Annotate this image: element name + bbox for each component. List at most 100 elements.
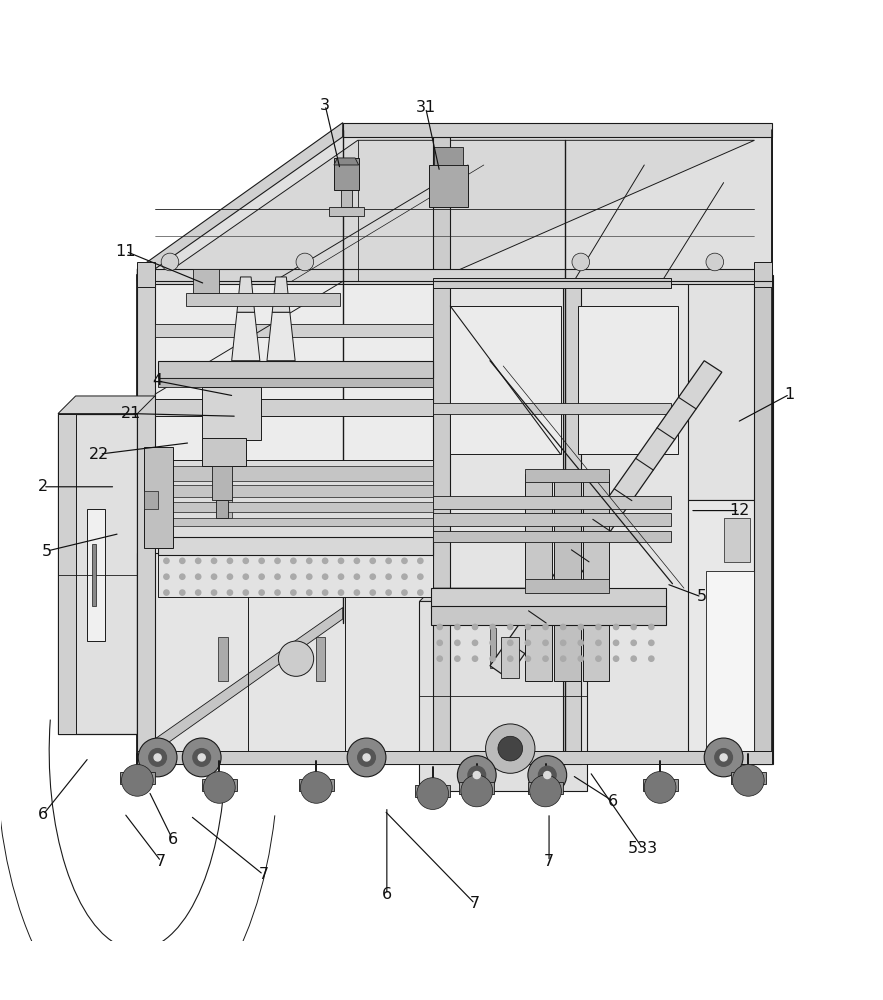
Circle shape	[498, 736, 523, 761]
Circle shape	[631, 640, 637, 645]
Circle shape	[300, 772, 332, 803]
Polygon shape	[138, 130, 343, 764]
Polygon shape	[144, 447, 172, 548]
Circle shape	[596, 640, 601, 645]
Polygon shape	[58, 414, 138, 734]
Circle shape	[306, 590, 312, 595]
Circle shape	[596, 624, 601, 630]
Circle shape	[402, 574, 407, 579]
Polygon shape	[155, 140, 754, 281]
Text: 7: 7	[259, 867, 268, 882]
Circle shape	[543, 656, 548, 661]
Polygon shape	[525, 469, 609, 482]
Text: 22: 22	[89, 447, 109, 462]
Circle shape	[543, 640, 548, 645]
Polygon shape	[490, 361, 721, 678]
Circle shape	[179, 590, 185, 595]
Polygon shape	[144, 491, 158, 509]
Circle shape	[195, 590, 200, 595]
Text: 12: 12	[729, 503, 750, 518]
Polygon shape	[429, 165, 468, 207]
Circle shape	[338, 590, 343, 595]
Circle shape	[386, 590, 391, 595]
Circle shape	[155, 754, 162, 761]
Text: 6: 6	[608, 794, 618, 809]
Circle shape	[195, 558, 200, 563]
Polygon shape	[138, 123, 343, 281]
Circle shape	[525, 640, 531, 645]
Polygon shape	[155, 399, 433, 416]
Circle shape	[192, 749, 210, 766]
Circle shape	[649, 624, 654, 630]
Circle shape	[472, 656, 478, 661]
Polygon shape	[502, 637, 519, 678]
Circle shape	[490, 640, 495, 645]
Circle shape	[402, 558, 407, 563]
Circle shape	[578, 656, 584, 661]
Polygon shape	[431, 588, 667, 608]
Polygon shape	[58, 396, 155, 414]
Circle shape	[139, 738, 177, 777]
Polygon shape	[328, 207, 364, 216]
Circle shape	[354, 590, 359, 595]
Text: 11: 11	[116, 244, 136, 259]
Circle shape	[614, 656, 619, 661]
Polygon shape	[419, 588, 600, 601]
Circle shape	[163, 574, 169, 579]
Polygon shape	[87, 509, 105, 641]
Polygon shape	[587, 751, 772, 764]
Circle shape	[437, 640, 442, 645]
Circle shape	[461, 775, 493, 807]
Circle shape	[539, 766, 556, 784]
Circle shape	[227, 558, 232, 563]
Circle shape	[468, 766, 486, 784]
Circle shape	[243, 558, 248, 563]
Text: 2: 2	[38, 479, 48, 494]
Polygon shape	[643, 779, 678, 791]
Circle shape	[490, 624, 495, 630]
Circle shape	[291, 558, 296, 563]
Polygon shape	[689, 500, 772, 751]
Circle shape	[338, 574, 343, 579]
Circle shape	[363, 754, 370, 761]
Circle shape	[631, 656, 637, 661]
Circle shape	[525, 656, 531, 661]
Circle shape	[457, 756, 496, 794]
Circle shape	[163, 590, 169, 595]
Polygon shape	[334, 158, 358, 190]
Circle shape	[275, 590, 280, 595]
Text: 5: 5	[42, 544, 51, 559]
Circle shape	[259, 590, 264, 595]
Circle shape	[243, 574, 248, 579]
Circle shape	[645, 772, 676, 803]
Polygon shape	[58, 414, 76, 734]
Polygon shape	[490, 628, 496, 668]
Polygon shape	[215, 500, 228, 518]
Polygon shape	[158, 537, 433, 555]
Polygon shape	[158, 460, 433, 540]
Polygon shape	[748, 751, 767, 764]
Text: 3: 3	[321, 98, 330, 113]
Circle shape	[508, 656, 513, 661]
Circle shape	[306, 574, 312, 579]
Circle shape	[543, 624, 548, 630]
Polygon shape	[272, 277, 290, 312]
Polygon shape	[442, 275, 772, 764]
Circle shape	[275, 558, 280, 563]
Text: 1: 1	[785, 387, 795, 402]
Circle shape	[572, 253, 590, 271]
Polygon shape	[138, 262, 155, 287]
Text: 7: 7	[156, 854, 166, 869]
Polygon shape	[555, 474, 581, 681]
Text: 6: 6	[381, 887, 392, 902]
Circle shape	[561, 640, 566, 645]
Circle shape	[561, 656, 566, 661]
Circle shape	[195, 574, 200, 579]
Circle shape	[291, 590, 296, 595]
Circle shape	[149, 749, 166, 766]
Circle shape	[649, 640, 654, 645]
Polygon shape	[563, 275, 581, 764]
Circle shape	[358, 749, 375, 766]
Circle shape	[596, 656, 601, 661]
Circle shape	[203, 772, 235, 803]
